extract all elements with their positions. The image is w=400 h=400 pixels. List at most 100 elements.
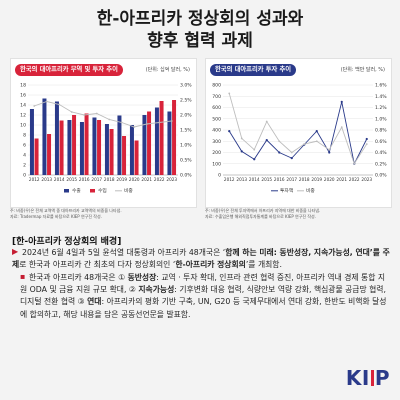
bar-수입 [134,140,139,175]
point-비중 [353,162,356,165]
y-tick-label: 12 [20,113,26,119]
point-비중 [95,112,98,115]
trade-chart-title: 한국의 대아프리카 무역 및 투자 추이 [15,64,123,76]
x-tick-label: 2017 [286,177,297,182]
bar-수출 [104,124,109,175]
point-비중 [278,140,281,143]
page-title-line-1: 한-아프리카 정상회의 성과와 [96,9,304,29]
y2-tick-label: 0.5% [180,158,192,164]
y-tick-label: 500 [212,116,221,122]
bar-수출 [129,125,134,175]
point-투자액 [253,158,256,161]
line-투자액 [228,101,368,166]
bar-수출 [42,98,47,175]
x-tick-label: 2020 [324,177,335,182]
agreement-paragraph: 한국과 아프리카 48개국은 ① 동반성장: 교역 · 투자 확대, 인프라 관… [20,272,392,321]
bar-수출 [79,122,84,175]
legend-swatch [90,189,95,193]
y2-tick-label: 2.5% [180,98,192,104]
point-비중 [253,148,256,151]
x-tick-label: 2023 [361,177,372,182]
bar-수출 [154,107,159,175]
bar-수출 [92,117,97,175]
bar-수출 [167,111,172,175]
y2-tick-label: 0.4% [375,150,387,156]
trade-chart-unit: (단위: 십억 달러, %) [145,67,190,73]
y2-tick-label: 1.6% [375,83,387,89]
trade-chart-source: 주: 비중(우)은 전체 교역액 중 대아프리카 교역액의 비중을 나타냄. 자… [10,208,195,220]
point-투자액 [228,130,231,133]
line-비중 [34,101,172,128]
investment-chart-note: 주: 비중(우)은 전체 투자액에서 아프리카 지역에 대한 비중을 나타냄. [205,208,321,213]
logo-letters-ki: KI [345,366,370,390]
y-tick-label: 0 [218,173,221,179]
point-비중 [158,121,161,124]
point-비중 [290,151,293,154]
investment-chart-unit: (단위: 백만 달러, %) [340,67,385,73]
bar-수입 [122,136,127,175]
trade-chart-credit: 자료: Tradermap 자료를 바탕으로 KIEP 연구진 작성. [10,214,102,219]
legend-swatch [64,189,69,193]
legend-label: 비중 [306,187,315,194]
text-run: : 교역 · 투자 확대, 인프라 관련 협력 증진, 아프리카 역내 경제 통… [20,273,386,295]
legend-label: 수출 [72,187,81,194]
y2-tick-label: 0.8% [375,128,387,134]
y-tick-label: 6 [23,143,26,149]
x-tick-label: 2013 [41,177,52,182]
point-비중 [170,120,173,122]
line-비중 [228,93,368,165]
point-투자액 [340,100,343,103]
point-투자액 [365,137,368,141]
x-tick-label: 2014 [54,177,65,182]
legend-label: 비중 [124,187,133,194]
text-run: 함께 하는 미래: 동반성장, 지속가능성, 연대’를 주제 [12,248,390,270]
text-run: 한-아프리카 정상회의 [175,260,246,270]
bar-수입 [172,100,177,175]
point-비중 [365,143,368,145]
y-tick-label: 400 [212,128,221,134]
bar-수입 [159,101,164,175]
y2-tick-label: 0.0% [375,173,387,179]
trade-chart-note: 주: 비중(우)은 전체 교역액 중 대아프리카 교역액의 비중을 나타냄. [10,208,122,213]
point-투자액 [290,157,293,160]
y2-tick-label: 1.2% [375,105,387,111]
bar-수출 [117,115,122,175]
logo-bar [370,370,374,386]
point-비중 [303,143,306,145]
y-tick-label: 14 [20,103,26,109]
text-run: ’를 개최함. [245,260,282,270]
y-tick-label: 600 [212,105,221,111]
investment-chart: 0 100 200 300 400 500 600 700 800 0.0% 0.2% 0.4% 0.6… [212,83,387,195]
text-run: 동반성장 [127,273,157,282]
x-tick-label: 2019 [311,177,322,182]
logo-letters-p: P [374,366,390,390]
x-tick-label: 2018 [299,177,310,182]
y2-tick-label: 1.0% [375,116,387,122]
x-tick-label: 2014 [249,177,260,182]
y-tick-label: 100 [212,161,221,167]
y-tick-label: 700 [212,94,221,100]
y-tick-label: 18 [20,83,26,89]
point-비중 [108,118,111,121]
point-비중 [133,126,136,128]
y2-tick-label: 1.0% [180,143,192,149]
y-tick-label: 800 [212,83,221,89]
bar-수입 [47,134,52,175]
background-paragraph: 2024년 6월 4일과 5일 윤석열 대통령과 아프리카 48개국은 ‘함께 … [12,247,392,271]
text-run: 한국과 아프리카 48개국은 ① [29,273,128,282]
point-비중 [33,105,36,107]
bullet-marker: ▶ [12,247,19,256]
x-tick-label: 2012 [29,177,40,182]
investment-chart-title: 한국의 대아프리카 투자 추이 [210,64,297,76]
x-tick-label: 2020 [129,177,140,182]
point-투자액 [328,151,331,154]
text-run: : 기후변화 대응 협력, 식량안보 역량 강화, 핵심광물 공급망 협력, 디… [20,285,386,307]
bar-수입 [34,138,39,175]
point-투자액 [240,150,243,153]
point-비중 [315,140,318,143]
x-tick-label: 2013 [236,177,247,182]
bar-수입 [109,129,114,175]
x-tick-label: 2022 [154,177,165,182]
trade-chart: 0 2 4 6 8 10 12 14 16 18 0.0% 0.5% 1.0% 1.5% 2.0% 2.5% 3… [20,83,192,195]
text-run: 로 한국과 아프리카 간 최초의 다자 정상회의인 ‘ [19,260,176,270]
